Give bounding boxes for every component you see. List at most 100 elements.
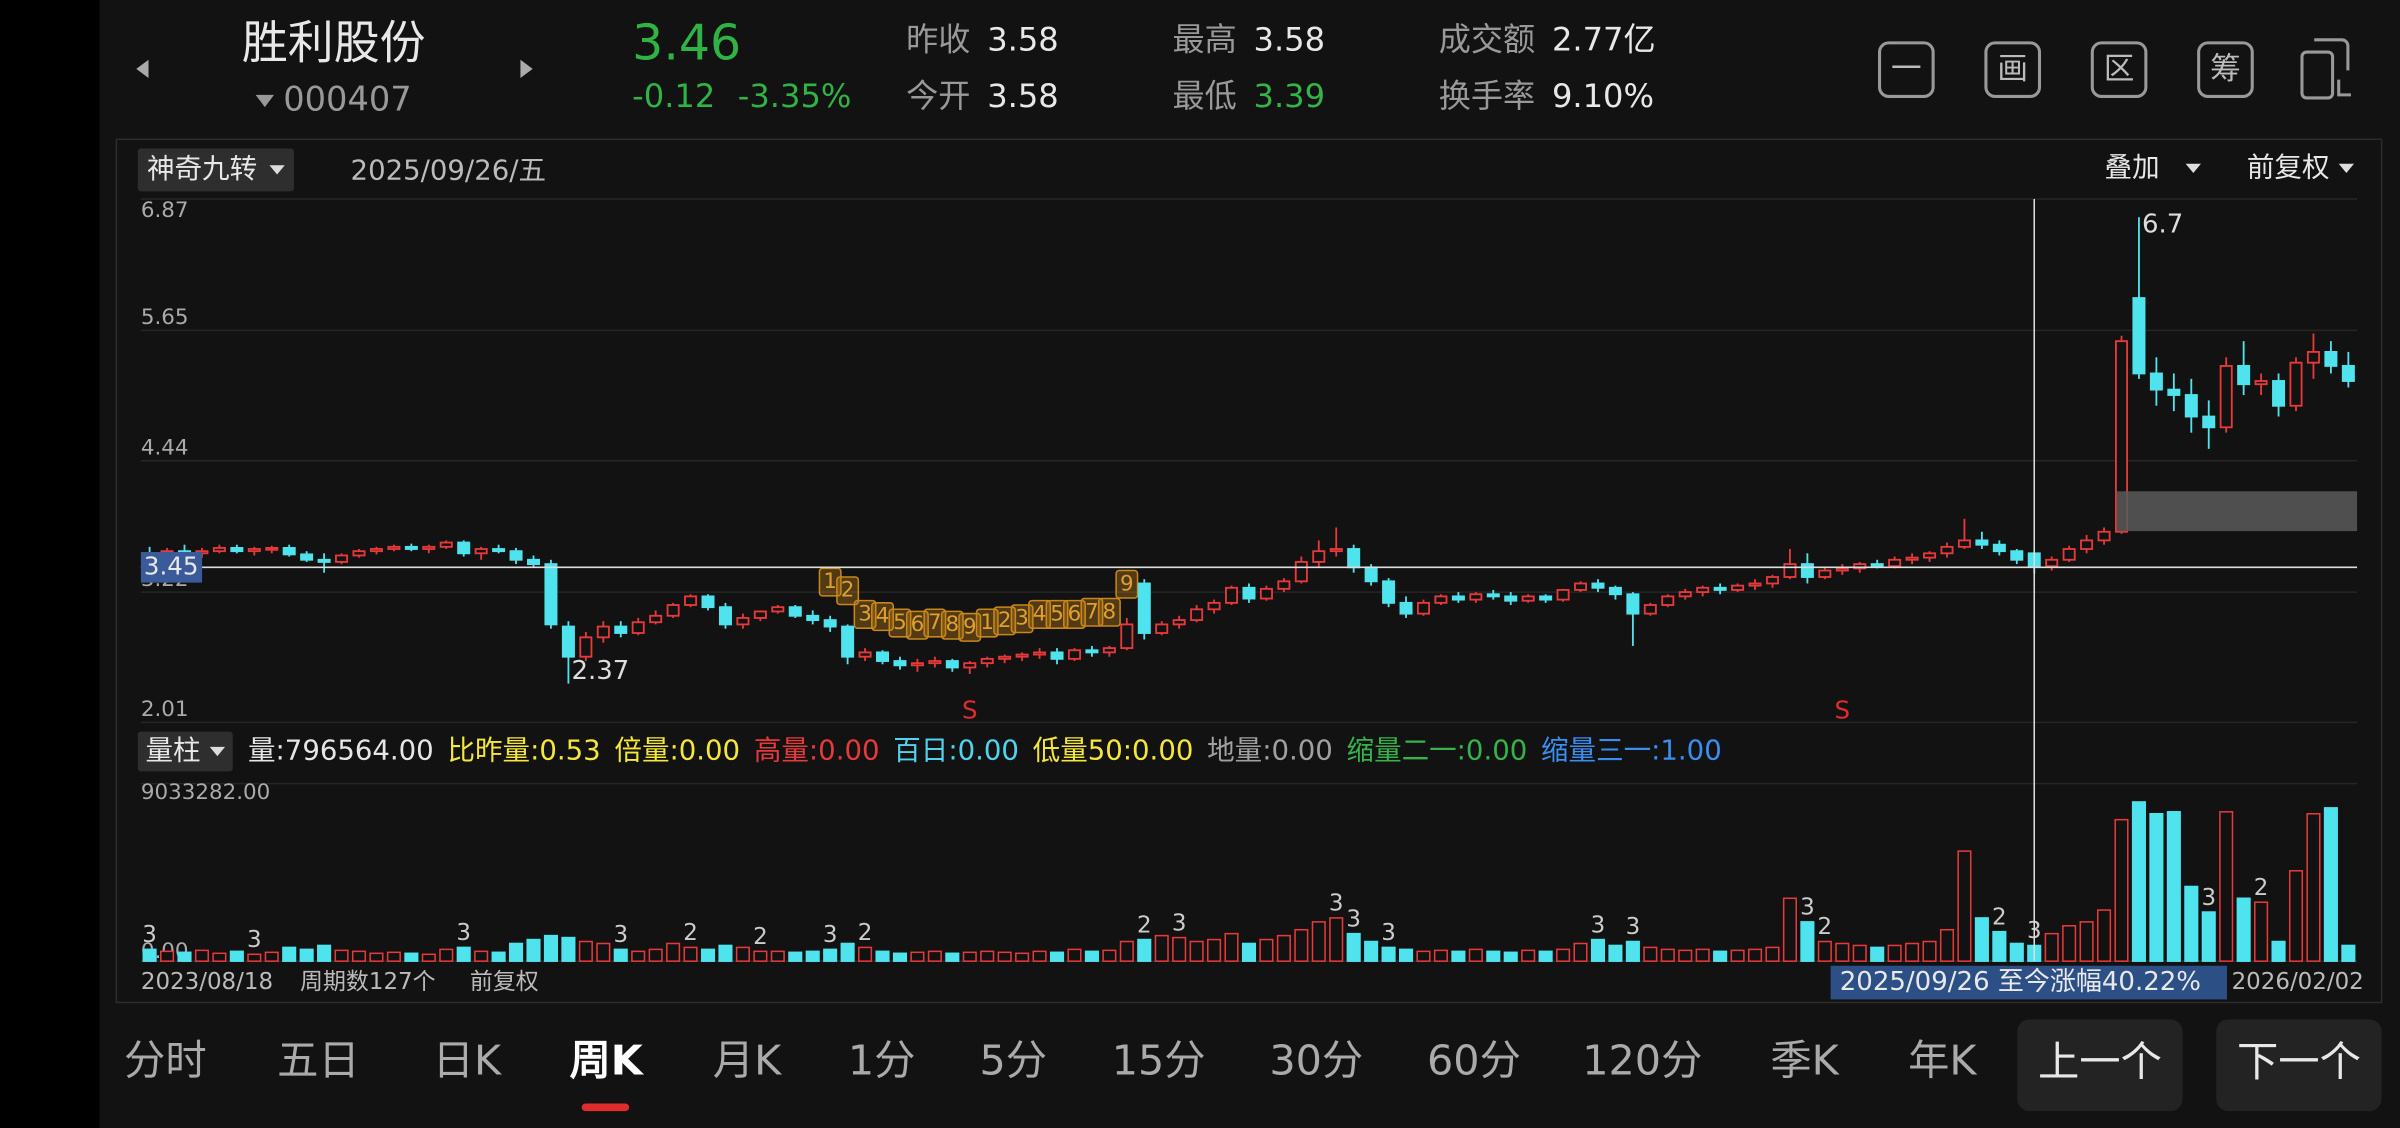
indicator-value: 量:796564.00 xyxy=(248,734,434,766)
volume-bar xyxy=(2201,911,2216,962)
volume-bar xyxy=(980,950,995,962)
candle-body xyxy=(1085,649,1099,654)
candle-body xyxy=(282,547,296,556)
code-dropdown[interactable] xyxy=(255,94,275,108)
volume-bar xyxy=(1049,951,1065,962)
candle-body xyxy=(1661,595,1675,606)
candle-body xyxy=(474,548,488,555)
candle-body xyxy=(369,548,383,553)
next-stock[interactable] xyxy=(520,59,533,79)
candle-body xyxy=(998,655,1012,660)
period-tab[interactable]: 年K xyxy=(1908,1037,1977,1085)
volume-bar xyxy=(2044,932,2059,962)
tool-button[interactable] xyxy=(1984,41,2042,98)
volume-bar xyxy=(1241,942,1257,962)
indicator-value: 百日:0.00 xyxy=(893,734,1019,766)
indicator-value: 倍量:0.00 xyxy=(614,734,740,766)
volume-bar xyxy=(1608,944,1623,962)
td-box xyxy=(1097,597,1121,627)
candle-body xyxy=(1067,649,1081,660)
period-tab[interactable]: 周K xyxy=(569,1037,644,1085)
candle-body xyxy=(1626,593,1640,615)
volume-bar xyxy=(1329,917,1344,962)
volume-bar xyxy=(596,942,611,962)
volume-bar xyxy=(543,934,559,962)
period-tab[interactable]: 30分 xyxy=(1269,1037,1363,1085)
stat-label: 最高 xyxy=(1172,20,1236,58)
volume-bar xyxy=(1503,951,1518,962)
candle-body xyxy=(614,625,628,634)
period-tab[interactable]: 5分 xyxy=(979,1037,1047,1085)
volume-bar xyxy=(2131,801,2146,962)
candle-body xyxy=(806,614,820,622)
period-tab[interactable]: 月K xyxy=(713,1037,782,1085)
volume-bar xyxy=(892,952,908,962)
nav-button[interactable] xyxy=(2017,1019,2183,1112)
candle-body xyxy=(1591,582,1605,589)
candle-body xyxy=(753,610,767,619)
volume-count: 3 xyxy=(1626,914,1641,940)
indicator-value: 高量:0.00 xyxy=(754,734,880,766)
volume-count: 3 xyxy=(1381,920,1396,946)
volume-count: 2 xyxy=(683,920,698,946)
nav-button[interactable] xyxy=(2216,1019,2382,1112)
period-tab[interactable]: 15分 xyxy=(1112,1037,1206,1085)
volume-bar xyxy=(1713,950,1728,962)
stock-code: 000407 xyxy=(283,80,411,119)
tool-button[interactable] xyxy=(2090,41,2148,98)
volume-bar xyxy=(648,948,663,962)
candle-body xyxy=(2341,364,2355,382)
candle-body xyxy=(1312,550,1326,563)
volume-dropdown[interactable] xyxy=(137,731,233,772)
signal-label: S xyxy=(1835,696,1851,725)
volume-bar xyxy=(1782,897,1797,962)
period-tab[interactable]: 季K xyxy=(1770,1037,1839,1085)
volume-bar xyxy=(1486,950,1501,962)
overlay-menu[interactable]: 叠加 xyxy=(2105,151,2160,183)
end-date: 2026/02/02 xyxy=(2232,969,2364,995)
candle-body xyxy=(492,548,506,553)
period-tab[interactable]: 60分 xyxy=(1427,1037,1521,1085)
period-tab[interactable]: 120分 xyxy=(1582,1037,1702,1085)
candle-body xyxy=(1504,595,1518,602)
volume-bar xyxy=(299,948,314,962)
volume-bar xyxy=(334,949,349,962)
period-tab[interactable]: 分时 xyxy=(124,1037,207,1085)
volume-count: 3 xyxy=(823,922,838,948)
td-label: 9 xyxy=(1120,571,1134,596)
candle-body xyxy=(404,545,418,550)
candle-body xyxy=(2202,415,2216,429)
stat-label: 换手率 xyxy=(1439,77,1535,115)
period-tab[interactable]: 日K xyxy=(433,1037,502,1085)
volume-bar xyxy=(1154,934,1169,962)
volume-bar xyxy=(351,950,367,962)
prev-stock[interactable] xyxy=(136,59,149,79)
candle-body xyxy=(2289,361,2303,407)
candle-body xyxy=(1102,647,1116,654)
td-label: 2 xyxy=(841,578,855,603)
td-label: 8 xyxy=(1103,599,1117,624)
volume-bar xyxy=(1346,932,1361,962)
td-box xyxy=(888,608,912,638)
period-tab[interactable]: 五日 xyxy=(277,1037,360,1085)
volume-bar xyxy=(194,949,209,962)
indicator-dropdown[interactable] xyxy=(137,148,294,192)
tool-button[interactable] xyxy=(2197,41,2254,98)
start-date: 2023/08/18 xyxy=(141,969,273,995)
adjust-menu[interactable]: 前复权 xyxy=(2247,151,2330,183)
volume-bar xyxy=(1207,938,1222,962)
td-box xyxy=(923,608,947,638)
candle-body xyxy=(2114,340,2129,533)
stat-value: 3.58 xyxy=(987,20,1059,58)
volume-bar xyxy=(613,948,628,962)
rotate-icon[interactable] xyxy=(2300,38,2351,100)
tool-button[interactable] xyxy=(1878,41,1935,98)
candle-body xyxy=(980,657,994,665)
volume-bar xyxy=(1835,942,1850,962)
period-tab[interactable]: 1分 xyxy=(848,1037,916,1085)
td-box xyxy=(871,602,894,632)
candle-body xyxy=(1539,595,1553,601)
candle-body xyxy=(439,541,453,548)
range-note: 2025/09/26 至今涨幅40.22% xyxy=(1840,967,2201,997)
